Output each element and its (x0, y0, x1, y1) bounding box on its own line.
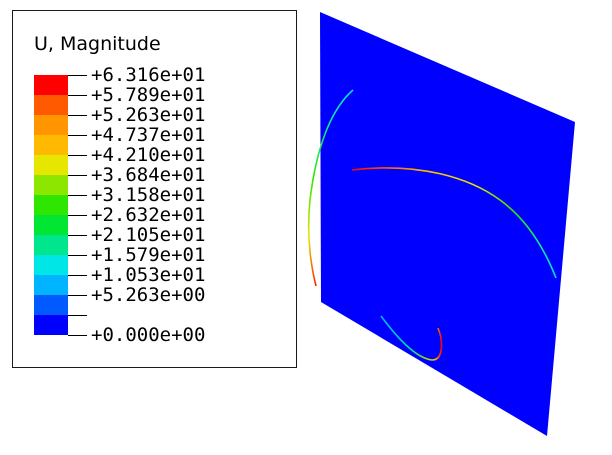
left-displacement-arc (307, 89, 354, 287)
legend-label: +6.316e+01 (91, 64, 206, 86)
legend-swatch (34, 295, 68, 315)
legend-tick (68, 215, 87, 216)
legend-title: U, Magnitude (34, 33, 161, 55)
legend-tick (68, 335, 87, 336)
legend-label: +1.579e+01 (91, 244, 206, 266)
legend-label: +5.263e+00 (91, 284, 206, 306)
legend-swatch (34, 135, 68, 155)
legend-tick (68, 235, 87, 236)
lower-displacement-arc (380, 315, 443, 361)
legend-tick (68, 135, 87, 136)
legend-tick (68, 295, 87, 296)
legend-label: +2.632e+01 (91, 204, 206, 226)
legend-label: +2.105e+01 (91, 224, 206, 246)
deformed-plate (320, 12, 575, 436)
legend-tick (68, 315, 87, 316)
middle-displacement-arc (351, 167, 557, 279)
legend-tick (68, 155, 87, 156)
legend-label: +4.737e+01 (91, 124, 206, 146)
legend-swatch (34, 315, 68, 335)
legend-swatch (34, 115, 68, 135)
legend-swatch (34, 235, 68, 255)
legend-label: +3.684e+01 (91, 164, 206, 186)
legend-swatch (34, 255, 68, 275)
legend-label: +5.789e+01 (91, 84, 206, 106)
legend-label: +0.000e+00 (91, 324, 206, 346)
legend-swatch (34, 215, 68, 235)
legend-label: +5.263e+01 (91, 104, 206, 126)
legend-label: +4.210e+01 (91, 144, 206, 166)
legend-label: +3.158e+01 (91, 184, 206, 206)
legend-tick (68, 275, 87, 276)
legend-tick (68, 195, 87, 196)
legend-box: U, Magnitude +6.316e+01 +5.789e+01 +5.26… (12, 10, 297, 368)
legend-swatch (34, 95, 68, 115)
legend-tick (68, 255, 87, 256)
legend-tick (68, 95, 87, 96)
legend-swatch (34, 75, 68, 95)
legend-swatch (34, 175, 68, 195)
legend-swatch (34, 275, 68, 295)
legend-label: +1.053e+01 (91, 264, 206, 286)
legend-tick (68, 175, 87, 176)
legend-tick (68, 115, 87, 116)
legend-tick (68, 75, 87, 76)
legend-swatch (34, 195, 68, 215)
legend-swatch (34, 155, 68, 175)
